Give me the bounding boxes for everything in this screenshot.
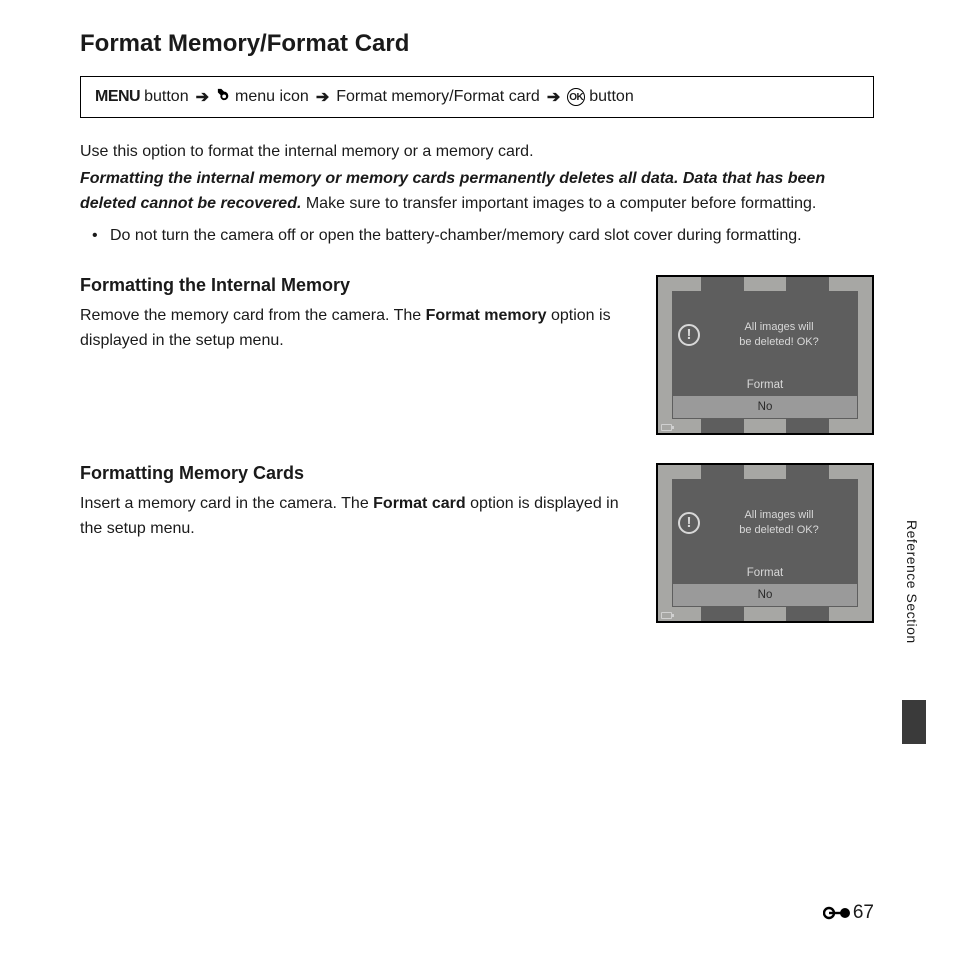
- arrow-icon: ➔: [196, 87, 209, 107]
- warning-rest: Make sure to transfer important images t…: [301, 195, 816, 212]
- nav-word: menu icon: [235, 88, 309, 106]
- body-text: Remove the memory card from the camera. …: [80, 307, 426, 324]
- warning-paragraph: Formatting the internal memory or memory…: [80, 167, 874, 217]
- page-title: Format Memory/Format Card: [80, 30, 874, 58]
- arrow-icon: ➔: [547, 87, 560, 107]
- dialog-option-format[interactable]: Format: [672, 374, 858, 396]
- page-footer: 67: [823, 902, 874, 924]
- dialog-option-no[interactable]: No: [673, 396, 857, 418]
- dialog-option-format[interactable]: Format: [672, 562, 858, 584]
- bullet-list: Do not turn the camera off or open the b…: [80, 224, 874, 249]
- warning-icon: !: [678, 324, 700, 346]
- page-number: 67: [853, 902, 874, 924]
- section-heading: Formatting Memory Cards: [80, 463, 634, 484]
- reference-link-icon: [823, 905, 851, 921]
- battery-icon: [661, 612, 672, 619]
- section-heading: Formatting the Internal Memory: [80, 275, 634, 296]
- section-memory-cards: Formatting Memory Cards Insert a memory …: [80, 463, 874, 623]
- body-bold: Format card: [373, 495, 465, 512]
- nav-step: Format memory/Format card: [336, 88, 540, 106]
- side-tab-marker: [902, 700, 926, 744]
- dialog-message: All images willbe deleted! OK?: [708, 508, 850, 538]
- camera-lcd-mock: ! All images willbe deleted! OK? Format …: [656, 463, 874, 623]
- body-bold: Format memory: [426, 307, 547, 324]
- warning-icon: !: [678, 512, 700, 534]
- camera-lcd-mock: ! All images willbe deleted! OK? Format …: [656, 275, 874, 435]
- body-text: Insert a memory card in the camera. The: [80, 495, 373, 512]
- list-item: Do not turn the camera off or open the b…: [80, 224, 874, 249]
- dialog-option-no[interactable]: No: [673, 584, 857, 606]
- nav-word: button: [144, 88, 188, 106]
- ok-button-icon: OK: [567, 88, 585, 106]
- side-section-label: Reference Section: [904, 520, 920, 644]
- section-internal-memory: Formatting the Internal Memory Remove th…: [80, 275, 874, 435]
- navigation-path-box: MENU button ➔ menu icon ➔ Format memory/…: [80, 76, 874, 118]
- nav-word: button: [589, 88, 633, 106]
- wrench-icon: [216, 87, 231, 107]
- section-body: Insert a memory card in the camera. The …: [80, 492, 634, 542]
- menu-button-label: MENU: [95, 88, 140, 106]
- section-body: Remove the memory card from the camera. …: [80, 304, 634, 354]
- intro-text: Use this option to format the internal m…: [80, 140, 874, 165]
- dialog-message: All images willbe deleted! OK?: [708, 320, 850, 350]
- arrow-icon: ➔: [316, 87, 329, 107]
- battery-icon: [661, 424, 672, 431]
